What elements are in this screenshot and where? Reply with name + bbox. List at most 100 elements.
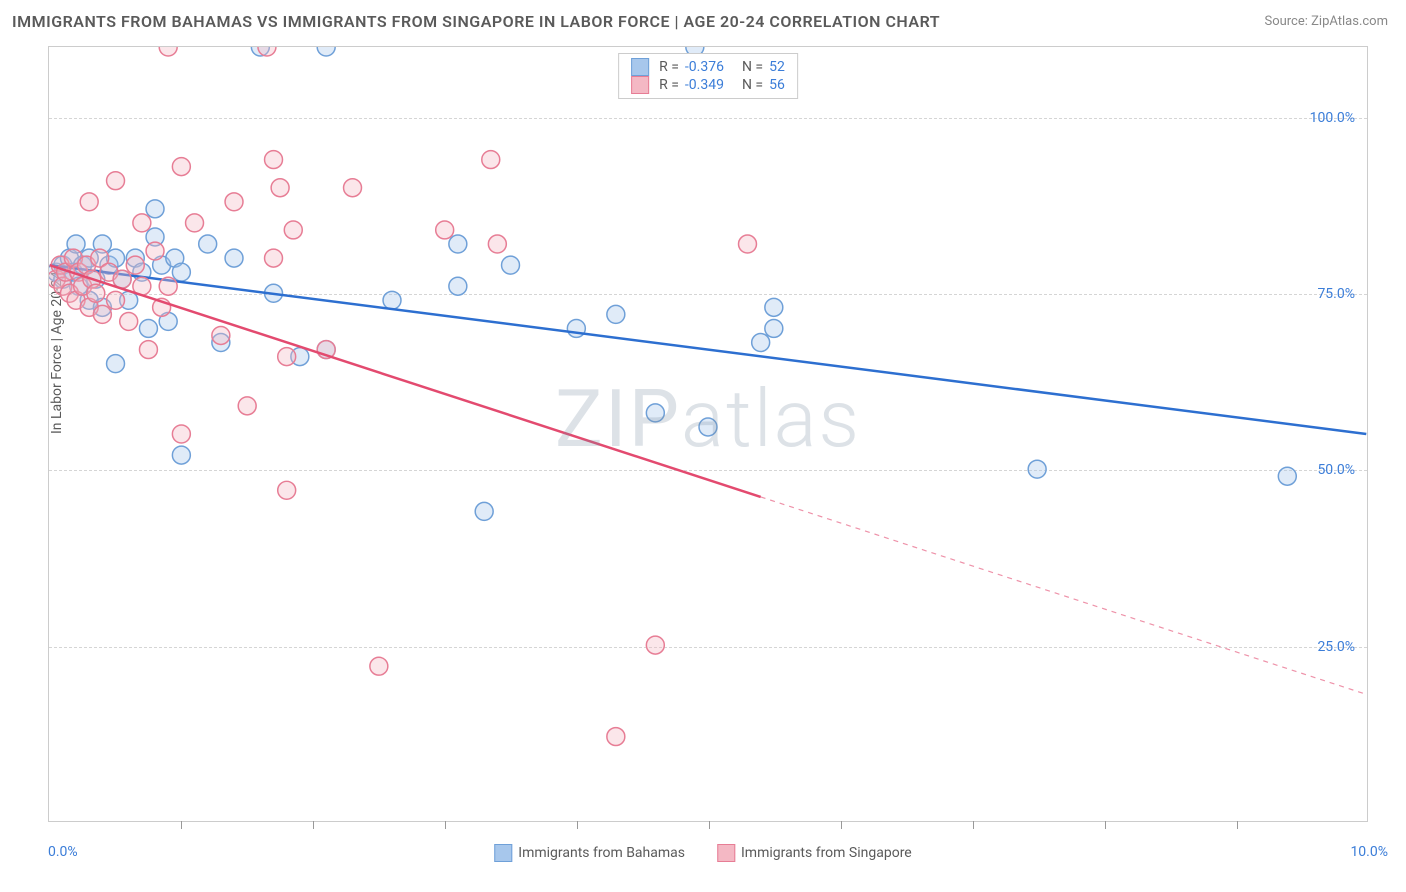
scatter-point-singapore [278, 348, 296, 366]
scatter-point-bahamas [60, 249, 78, 267]
scatter-point-singapore [344, 179, 362, 197]
scatter-point-bahamas [74, 256, 92, 274]
x-axis-max-label: 10.0% [1350, 844, 1388, 860]
scatter-point-bahamas [251, 47, 269, 56]
scatter-point-singapore [265, 249, 283, 267]
scatter-point-singapore [80, 298, 98, 316]
scatter-point-singapore [258, 47, 276, 56]
scatter-point-bahamas [199, 235, 217, 253]
scatter-point-singapore [271, 179, 289, 197]
scatter-point-singapore [186, 214, 204, 232]
correlation-legend: R = -0.376N = 52R = -0.349N = 56 [618, 53, 798, 99]
scatter-point-singapore [74, 277, 92, 295]
scatter-point-bahamas [212, 334, 230, 352]
gridline [49, 470, 1367, 471]
chart-title: IMMIGRANTS FROM BAHAMAS VS IMMIGRANTS FR… [12, 12, 940, 31]
scatter-point-singapore [64, 249, 82, 267]
watermark: ZIPatlas [555, 372, 861, 466]
legend-label: Immigrants from Bahamas [518, 845, 685, 861]
scatter-point-singapore [238, 397, 256, 415]
scatter-point-bahamas [449, 235, 467, 253]
scatter-point-bahamas [291, 348, 309, 366]
scatter-point-singapore [120, 312, 138, 330]
x-tick [445, 821, 446, 829]
stat-r-label: R = [659, 59, 679, 75]
y-axis-label: In Labor Force | Age 20-24 [49, 271, 65, 434]
source-attribution: Source: ZipAtlas.com [1264, 14, 1388, 29]
gridline [49, 647, 1367, 648]
scatter-point-bahamas [699, 418, 717, 436]
x-tick [841, 821, 842, 829]
legend-swatch [494, 844, 512, 862]
x-tick [709, 821, 710, 829]
scatter-point-singapore [284, 221, 302, 239]
trend-line-singapore-dashed [761, 497, 1367, 694]
scatter-point-singapore [646, 636, 664, 654]
scatter-point-bahamas [449, 277, 467, 295]
legend-label: Immigrants from Singapore [741, 845, 912, 861]
scatter-point-singapore [107, 172, 125, 190]
scatter-point-bahamas [107, 355, 125, 373]
y-tick-label: 100.0% [1310, 110, 1355, 126]
scatter-point-bahamas [139, 319, 157, 337]
x-tick [1237, 821, 1238, 829]
legend-swatch [717, 844, 735, 862]
x-tick [181, 821, 182, 829]
stat-r-value: -0.349 [685, 77, 724, 93]
scatter-point-bahamas [146, 200, 164, 218]
scatter-point-singapore [133, 214, 151, 232]
stat-r-value: -0.376 [685, 59, 724, 75]
scatter-point-bahamas [64, 263, 82, 281]
y-tick-label: 50.0% [1317, 462, 1355, 478]
scatter-point-bahamas [159, 312, 177, 330]
scatter-point-singapore [265, 151, 283, 169]
legend-stat-row-singapore: R = -0.349N = 56 [631, 76, 785, 94]
y-tick-label: 25.0% [1317, 639, 1355, 655]
scatter-point-singapore [172, 425, 190, 443]
scatter-point-singapore [225, 193, 243, 211]
scatter-point-bahamas [1028, 460, 1046, 478]
stat-n-value: 52 [769, 59, 785, 75]
scatter-point-bahamas [87, 270, 105, 288]
scatter-point-bahamas [166, 249, 184, 267]
scatter-point-bahamas [153, 256, 171, 274]
scatter-point-singapore [317, 341, 335, 359]
scatter-point-singapore [172, 158, 190, 176]
gridline [49, 118, 1367, 119]
scatter-point-singapore [126, 256, 144, 274]
scatter-point-bahamas [765, 319, 783, 337]
scatter-point-bahamas [317, 341, 335, 359]
legend-swatch [631, 58, 649, 76]
scatter-point-singapore [370, 657, 388, 675]
scatter-point-bahamas [93, 298, 111, 316]
scatter-point-bahamas [80, 249, 98, 267]
scatter-point-singapore [78, 256, 96, 274]
scatter-point-bahamas [225, 249, 243, 267]
scatter-point-bahamas [113, 270, 131, 288]
scatter-point-singapore [153, 298, 171, 316]
scatter-point-bahamas [133, 263, 151, 281]
scatter-point-singapore [83, 270, 101, 288]
stat-n-label: N = [742, 59, 763, 75]
scatter-point-bahamas [607, 305, 625, 323]
scatter-point-bahamas [126, 249, 144, 267]
scatter-point-singapore [482, 151, 500, 169]
scatter-point-singapore [436, 221, 454, 239]
scatter-point-bahamas [67, 235, 85, 253]
x-tick [973, 821, 974, 829]
scatter-point-bahamas [70, 277, 88, 295]
scatter-point-bahamas [765, 298, 783, 316]
scatter-point-singapore [159, 277, 177, 295]
scatter-point-singapore [159, 47, 177, 56]
scatter-point-singapore [212, 327, 230, 345]
scatter-point-singapore [739, 235, 757, 253]
scatter-point-singapore [139, 341, 157, 359]
scatter-point-singapore [146, 242, 164, 260]
scatter-point-bahamas [107, 249, 125, 267]
legend-stat-row-bahamas: R = -0.376 N = 52 [631, 58, 785, 76]
scatter-point-bahamas [502, 256, 520, 274]
scatter-point-singapore [70, 263, 88, 281]
stat-n-label: N = [742, 77, 763, 93]
plot-area: In Labor Force | Age 20-24 100.0%75.0%50… [48, 46, 1368, 822]
scatter-point-bahamas [172, 263, 190, 281]
